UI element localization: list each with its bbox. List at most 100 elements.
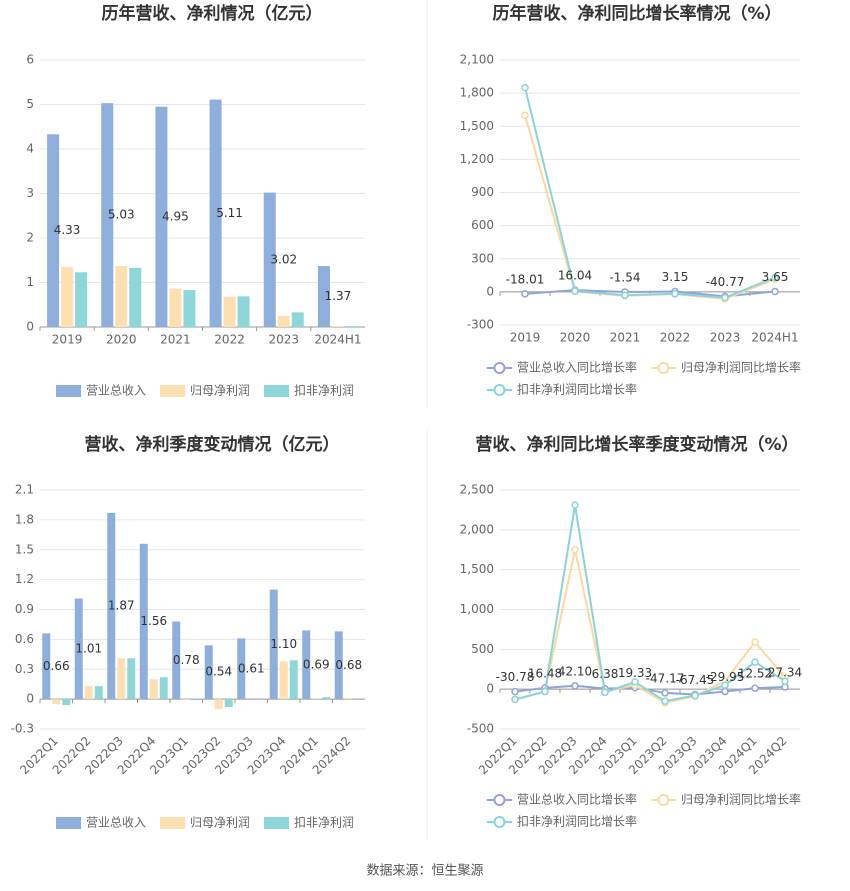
bar: [237, 296, 250, 327]
point: [751, 684, 759, 692]
point: [521, 290, 529, 298]
bar: [139, 543, 148, 700]
bar: [127, 658, 136, 700]
data-label: -30.78: [496, 670, 535, 684]
legend-swatch: [160, 385, 185, 397]
point: [571, 546, 579, 554]
legend-swatch: [264, 817, 289, 829]
legend-swatch: [493, 816, 506, 828]
y-tick-label: 1,800: [460, 86, 494, 100]
y-tick-label: 0.6: [15, 632, 34, 646]
x-tick-label: 2024H1: [314, 333, 361, 347]
data-label: -40.77: [706, 275, 745, 289]
source: 数据来源：恒生聚源: [366, 864, 483, 879]
bar: [159, 677, 168, 700]
bar: [74, 598, 83, 700]
bar: [47, 134, 60, 327]
data-label: 0.66: [43, 659, 70, 673]
y-tick-label: 4: [26, 142, 34, 156]
data-label: -29.95: [706, 670, 745, 684]
bar: [344, 698, 353, 700]
data-label: 1.01: [75, 641, 102, 655]
point: [571, 682, 579, 690]
bar: [182, 699, 191, 701]
point: [661, 697, 669, 705]
bar: [277, 315, 290, 327]
bar: [214, 699, 223, 710]
legend-swatch: [657, 794, 670, 806]
bar: [149, 679, 158, 700]
data-label: 5.11: [216, 206, 243, 220]
bar: [183, 290, 196, 327]
legend-swatch: [493, 362, 506, 374]
bar: [94, 686, 103, 700]
data-label: 16.48: [528, 666, 562, 680]
data-label: 4.33: [54, 223, 81, 237]
x-tick-label: 2021: [160, 333, 191, 347]
data-label: 0.69: [303, 657, 330, 671]
point: [571, 287, 579, 295]
y-tick-label: 1.8: [15, 512, 34, 526]
legend-label: 归母净利润同比增长率: [681, 792, 801, 807]
line: [524, 87, 776, 299]
y-tick-label: 2,100: [460, 53, 494, 67]
data-label: 0.61: [238, 661, 265, 675]
bar: [107, 512, 116, 700]
legend-label: 归母净利润: [190, 384, 250, 398]
y-tick-label: 0: [486, 682, 494, 696]
x-tick-label: 2023: [268, 333, 299, 347]
point: [751, 658, 759, 666]
data-label: -47.17: [646, 671, 685, 685]
y-tick-label: -0.3: [11, 722, 34, 736]
y-tick-label: 1.5: [15, 542, 34, 556]
data-label: 0.54: [205, 665, 232, 679]
line: [514, 549, 786, 704]
line: [514, 684, 786, 696]
bar: [322, 697, 331, 700]
legend-label: 扣非净利润同比增长率: [517, 382, 637, 397]
legend-swatch: [264, 385, 289, 397]
y-tick-label: 1,500: [460, 562, 494, 576]
bar: [289, 660, 298, 700]
data-label: 1.87: [108, 599, 135, 613]
legend-label: 营业总收入: [86, 384, 146, 398]
data-label: 6.38: [592, 667, 619, 681]
point: [541, 687, 549, 696]
data-label: 3.15: [662, 270, 689, 284]
point: [771, 273, 779, 282]
point: [631, 678, 639, 686]
bar: [331, 326, 344, 327]
legend-label: 营业总收入: [86, 816, 146, 830]
bar: [345, 326, 358, 327]
bar: [279, 661, 288, 700]
point: [691, 691, 699, 700]
bar: [42, 633, 51, 700]
legend-swatch: [657, 362, 670, 374]
legend-label: 营业总收入同比增长率: [517, 792, 637, 807]
point: [521, 111, 529, 119]
point: [771, 287, 779, 296]
bar: [317, 266, 330, 327]
legend-swatch: [493, 794, 506, 806]
y-tick-label: 2,000: [460, 522, 494, 536]
data-label: 3.02: [270, 252, 297, 266]
bar: [192, 699, 201, 701]
legend-label: 扣非净利润: [294, 384, 354, 398]
point: [781, 677, 789, 685]
y-tick-label: 2,500: [460, 483, 494, 497]
bar: [155, 106, 168, 327]
y-tick-label: 2.1: [15, 483, 34, 497]
bar: [209, 99, 222, 327]
y-tick-label: 1,200: [460, 152, 494, 166]
legend-label: 扣非净利润同比增长率: [517, 814, 637, 829]
bar: [115, 266, 128, 327]
bar: [223, 296, 236, 327]
y-tick-label: 1.2: [15, 572, 34, 586]
bar: [334, 631, 343, 700]
y-tick-label: 3: [26, 186, 34, 200]
point: [511, 687, 519, 696]
y-tick-label: 900: [471, 185, 494, 199]
legend-swatch: [160, 817, 185, 829]
y-tick-label: 1,000: [460, 602, 494, 616]
data-label: -1.54: [609, 271, 640, 285]
